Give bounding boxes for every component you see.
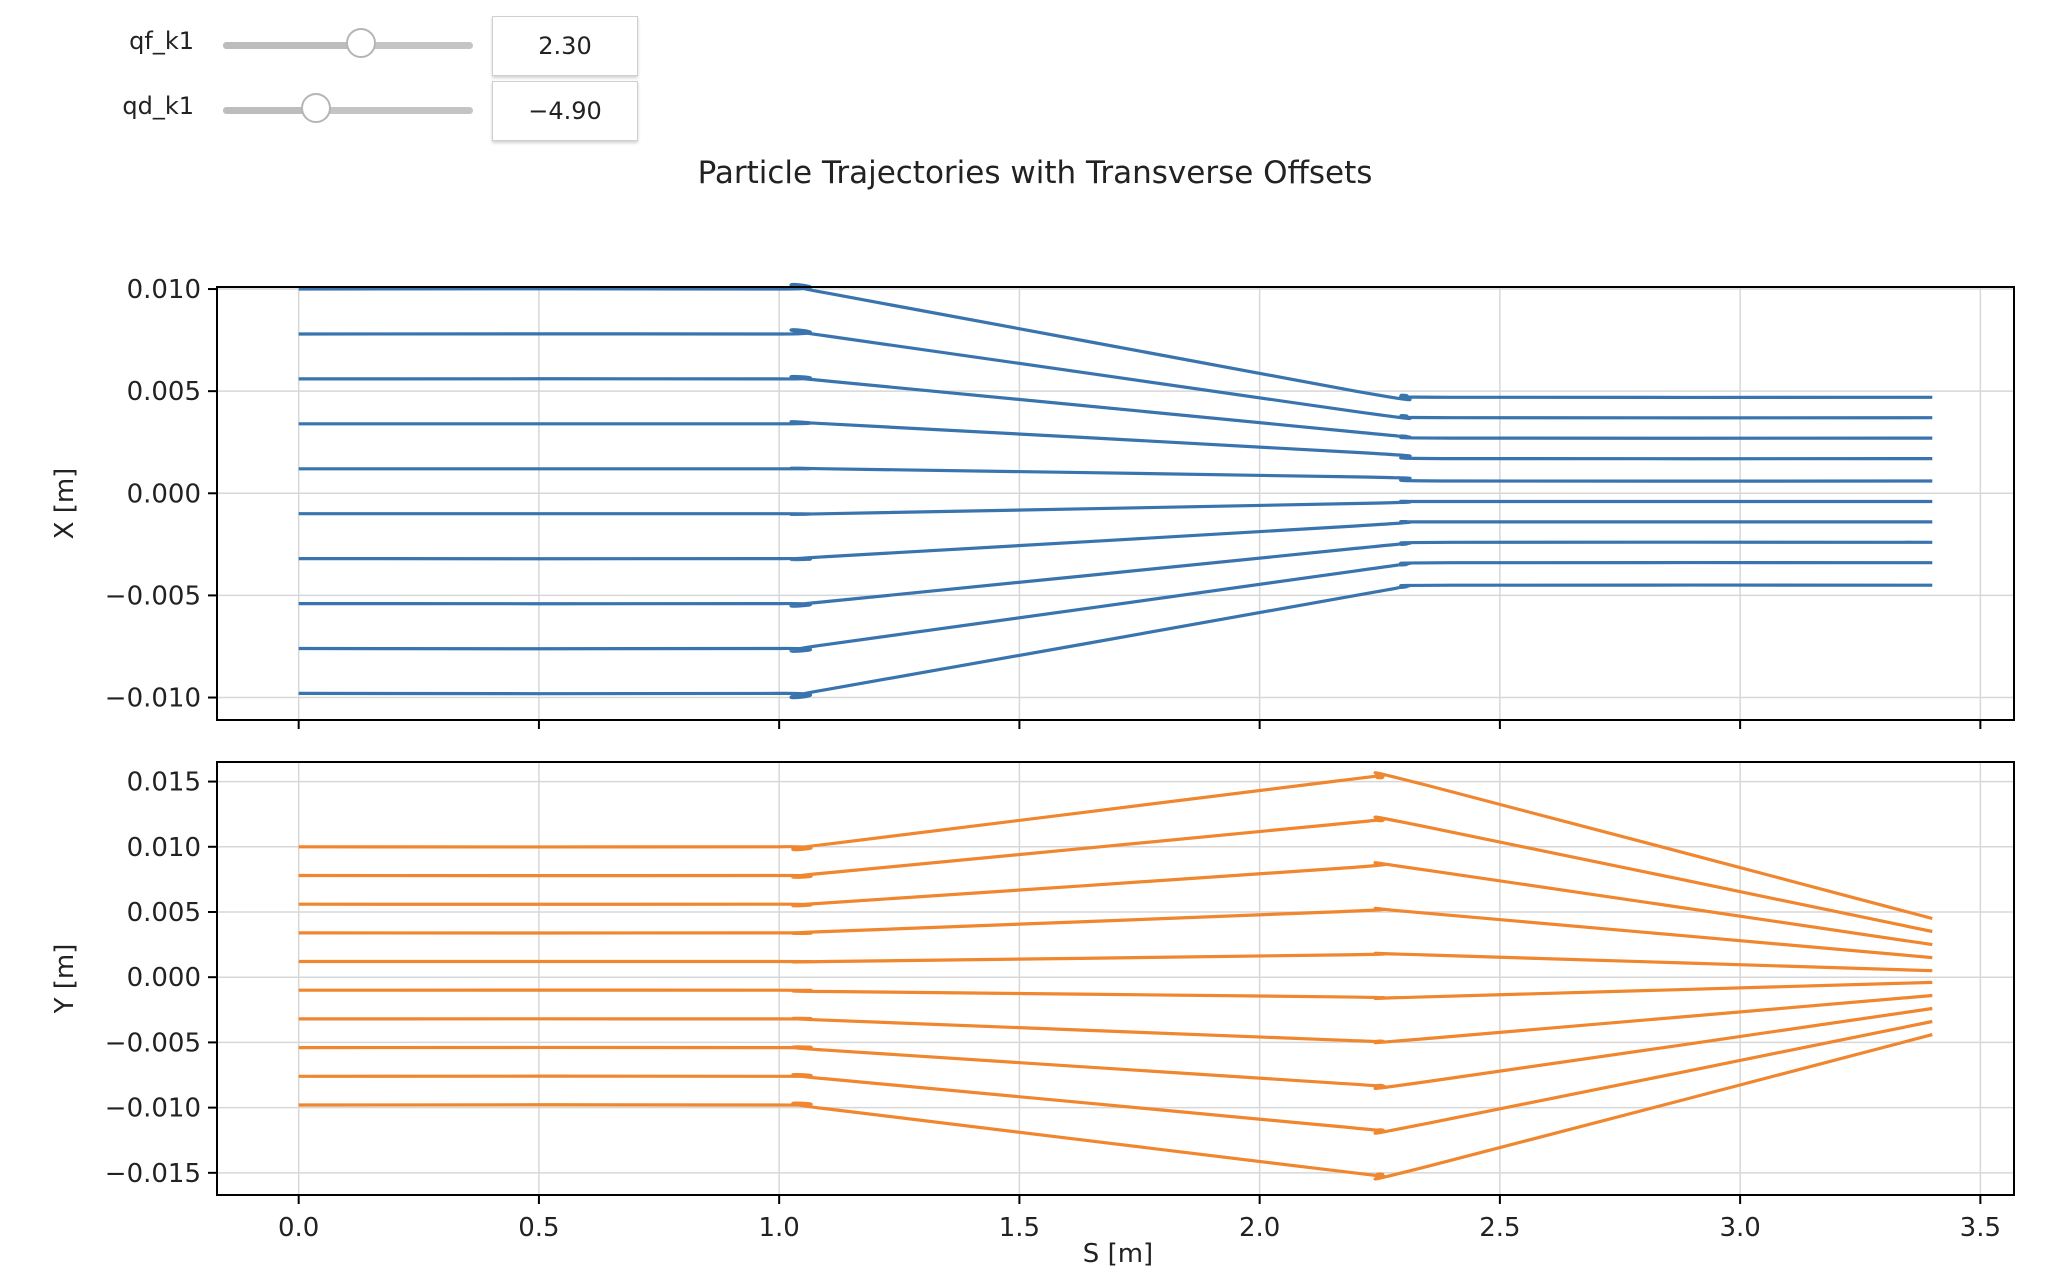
qd-slider-thumb[interactable]	[300, 93, 331, 123]
ytick-label-x-3: −0.005	[105, 581, 201, 611]
qd-slider-label: qd_k1	[122, 92, 194, 120]
x-axis-label: S [m]	[1083, 1239, 1153, 1269]
x-trajectory-3	[298, 420, 1933, 461]
xtick-label-0: 0.0	[278, 1213, 319, 1243]
qf-slider-thumb[interactable]	[345, 28, 376, 58]
xtick-label-7: 3.5	[1960, 1213, 2001, 1243]
chart-title: Particle Trajectories with Transverse Of…	[698, 155, 1373, 191]
y-trajectory-3	[298, 906, 1933, 960]
y-trajectory-2	[298, 861, 1933, 947]
x-trajectory-4	[298, 466, 1933, 483]
y-axis-label-y: Y [m]	[50, 944, 80, 1015]
y-trajectory-1	[298, 815, 1933, 934]
x-trajectory-9	[298, 583, 1933, 700]
qf-slider-label: qf_k1	[129, 27, 194, 55]
ytick-label-x-2: 0.000	[127, 479, 201, 509]
x-trajectory-6	[298, 519, 1933, 562]
panel-y: 0.015 0.010 0.005 0.000 −0.005 −0.010 −0.015 0.…	[50, 761, 2015, 1243]
xtick-label-6: 3.0	[1719, 1213, 1760, 1243]
x-trajectory-7	[298, 540, 1933, 608]
qd-slider-row: qd_k1 −4.90	[0, 71, 700, 141]
xtick-label-4: 2.0	[1239, 1213, 1280, 1243]
ytick-label-x-1: 0.005	[127, 377, 201, 407]
xtick-label-2: 1.0	[758, 1213, 799, 1243]
ytick-label-x-4: −0.010	[105, 684, 201, 714]
ytick-label-x-0: 0.010	[127, 275, 201, 305]
y-trajectory-6	[298, 993, 1933, 1045]
y-trajectory-7	[298, 1006, 1933, 1090]
x-trajectory-2	[298, 374, 1933, 440]
xtick-label-1: 0.5	[518, 1213, 559, 1243]
y-trajectory-8	[298, 1019, 1933, 1135]
qf-slider-track[interactable]	[223, 28, 473, 58]
y-axis-label-x: X [m]	[50, 468, 80, 540]
ytick-label-y-3: 0.000	[127, 963, 201, 993]
qd-slider-track[interactable]	[223, 93, 473, 123]
x-trajectory-5	[298, 499, 1933, 517]
qf-value-field[interactable]: 2.30	[492, 16, 638, 76]
qf-label-wrap: qf_k1	[0, 6, 194, 76]
panel-x: 0.010 0.005 0.000 −0.005 −0.010 X [m]	[50, 275, 2015, 729]
qd-label-wrap: qd_k1	[0, 71, 194, 141]
qd-value-field[interactable]: −4.90	[492, 81, 638, 141]
ytick-label-y-5: −0.010	[105, 1094, 201, 1124]
ytick-label-y-1: 0.010	[127, 833, 201, 863]
x-trajectory-0	[298, 282, 1933, 402]
y-trajectory-9	[298, 1033, 1933, 1181]
y-trajectory-4	[298, 951, 1933, 973]
y-trajectory-5	[298, 980, 1933, 1001]
x-trajectory-8	[298, 560, 1933, 653]
ytick-label-y-6: −0.015	[105, 1159, 201, 1189]
x-trajectory-1	[298, 328, 1933, 421]
ytick-label-y-0: 0.015	[127, 768, 201, 798]
ytick-label-y-4: −0.005	[105, 1028, 201, 1058]
y-trajectory-0	[298, 771, 1933, 921]
ytick-label-y-2: 0.005	[127, 898, 201, 928]
xtick-label-3: 1.5	[999, 1213, 1040, 1243]
qd-slider-fill	[223, 107, 316, 114]
qf-slider-fill	[223, 42, 361, 49]
axes-frame-y	[216, 761, 2015, 1196]
qf-slider-row: qf_k1 2.30	[0, 6, 700, 76]
xtick-label-5: 2.5	[1479, 1213, 1520, 1243]
axes-frame-x	[216, 286, 2015, 721]
